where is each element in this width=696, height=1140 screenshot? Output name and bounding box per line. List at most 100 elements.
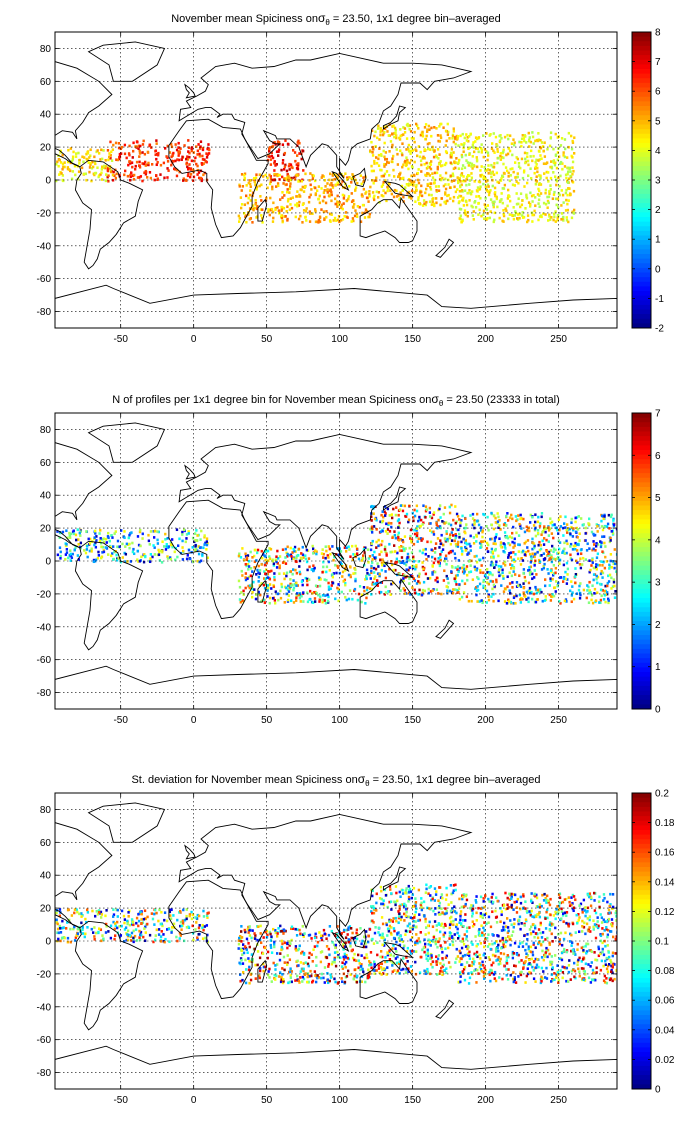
colorbar-tick-label: 6: [655, 451, 661, 462]
x-tick-label: 200: [477, 1095, 494, 1106]
y-tick-label: -20: [37, 969, 52, 980]
x-tick-label: 250: [550, 1095, 567, 1106]
x-tick-label: 0: [191, 715, 197, 726]
data-cells: [56, 503, 617, 605]
chart-panel-2: N of profiles per 1x1 degree bin for Nov…: [37, 392, 661, 726]
coastlines: [55, 422, 617, 709]
colorbar-tick-label: 0.04: [655, 1025, 675, 1036]
x-tick-label: 200: [477, 715, 494, 726]
y-tick-label: -80: [37, 688, 52, 699]
colorbar-tick-label: 7: [655, 409, 661, 420]
colorbar-tick-label: 0.18: [655, 818, 675, 829]
data-region-6: [456, 131, 576, 224]
y-tick-label: -40: [37, 241, 52, 252]
y-tick-label: -20: [37, 208, 52, 219]
chart-panel-3: St. deviation for November mean Spicines…: [37, 772, 675, 1106]
x-tick-label: 100: [331, 334, 348, 345]
y-tick-label: -20: [37, 589, 52, 600]
x-tick-label: 150: [404, 334, 421, 345]
x-tick-label: 100: [331, 715, 348, 726]
colorbar-tick-label: 0.14: [655, 877, 675, 888]
data-region-3: [369, 883, 459, 977]
colorbar-tick-label: 3: [655, 176, 661, 187]
data-region-1: [106, 139, 211, 183]
colorbar-tick-label: 0: [655, 264, 661, 275]
data-cells: [55, 883, 617, 985]
data-region-1: [56, 528, 210, 564]
y-tick-label: 80: [40, 425, 52, 436]
data-region-3: [368, 503, 459, 597]
y-tick-label: 60: [40, 838, 52, 849]
colorbar-tick-label: 0.02: [655, 1055, 675, 1066]
colorbar-tick-label: 4: [655, 535, 661, 546]
colorbar: 8 7 6 5 4 3 2 1 0 -1 -2: [631, 28, 664, 335]
x-tick-label: 50: [261, 1095, 273, 1106]
colorbar-tick-label: 0.16: [655, 848, 675, 859]
chart-title: November mean Spiciness onσθ = 23.50, 1x…: [171, 11, 501, 27]
y-tick-label: 60: [40, 77, 52, 88]
x-tick-label: 200: [477, 334, 494, 345]
colorbar-tick-label: -1: [655, 294, 664, 305]
y-tick-label: 80: [40, 44, 52, 55]
coastlines: [55, 802, 617, 1089]
data-region-2: [237, 544, 372, 605]
colorbar-tick-label: 0.2: [655, 789, 669, 800]
coastlines: [55, 41, 617, 328]
colorbar-tick-label: 0.12: [655, 907, 675, 918]
chart-title: N of profiles per 1x1 degree bin for Nov…: [112, 392, 560, 408]
y-tick-label: -60: [37, 1035, 52, 1046]
colorbar-tick-label: 2: [655, 205, 661, 216]
x-tick-label: 0: [191, 1095, 197, 1106]
y-tick-label: 20: [40, 143, 52, 154]
y-tick-label: 0: [45, 937, 51, 948]
y-tick-label: -40: [37, 1002, 52, 1013]
colorbar: 7 6 5 4 3 2 1 0: [631, 409, 661, 716]
x-tick-label: 0: [191, 334, 197, 345]
x-tick-label: -50: [113, 334, 128, 345]
grid-lines: [55, 413, 617, 709]
colorbar-tick-label: 6: [655, 87, 661, 98]
colorbar-tick-label: 5: [655, 116, 661, 127]
colorbar-tick-label: 0.1: [655, 937, 669, 948]
colorbar-tick-label: 0: [655, 705, 661, 716]
y-tick-label: -60: [37, 274, 52, 285]
data-region-1: [55, 908, 210, 944]
colorbar-tick-label: 0: [655, 1085, 661, 1096]
grid-lines: [55, 793, 617, 1089]
colorbar-tick-label: 3: [655, 578, 661, 589]
x-tick-label: 250: [550, 715, 567, 726]
y-tick-label: -80: [37, 1068, 52, 1079]
colorbar-tick-label: 0.08: [655, 966, 675, 977]
x-tick-label: 150: [404, 715, 421, 726]
x-tick-label: 250: [550, 334, 567, 345]
chart-panel-1: November mean Spiciness onσθ = 23.50, 1x…: [37, 11, 665, 345]
y-tick-label: 40: [40, 491, 52, 502]
colorbar-tick-label: 0.06: [655, 996, 675, 1007]
x-tick-label: 150: [404, 1095, 421, 1106]
data-region-2: [55, 147, 115, 183]
y-tick-label: 0: [45, 176, 51, 187]
x-tick-label: 50: [261, 334, 273, 345]
colorbar-tick-label: 8: [655, 28, 661, 39]
data-region-5: [369, 122, 459, 208]
x-tick-label: 100: [331, 1095, 348, 1106]
y-tick-label: 20: [40, 524, 52, 535]
x-tick-label: -50: [113, 1095, 128, 1106]
y-tick-label: 20: [40, 904, 52, 915]
y-tick-label: 80: [40, 805, 52, 816]
data-region-4: [456, 891, 617, 985]
colorbar-tick-label: 5: [655, 493, 661, 504]
colorbar-tick-label: 7: [655, 57, 661, 68]
x-tick-label: -50: [113, 715, 128, 726]
colorbar-tick-label: 2: [655, 620, 661, 631]
y-tick-label: 40: [40, 871, 52, 882]
y-tick-label: 60: [40, 458, 52, 469]
y-tick-label: 40: [40, 110, 52, 121]
colorbar-tick-label: 1: [655, 662, 661, 673]
y-tick-label: -40: [37, 622, 52, 633]
chart-title: St. deviation for November mean Spicines…: [131, 772, 540, 788]
data-region-4: [456, 511, 617, 605]
colorbar-tick-label: 4: [655, 146, 661, 157]
colorbar-tick-label: 1: [655, 235, 661, 246]
